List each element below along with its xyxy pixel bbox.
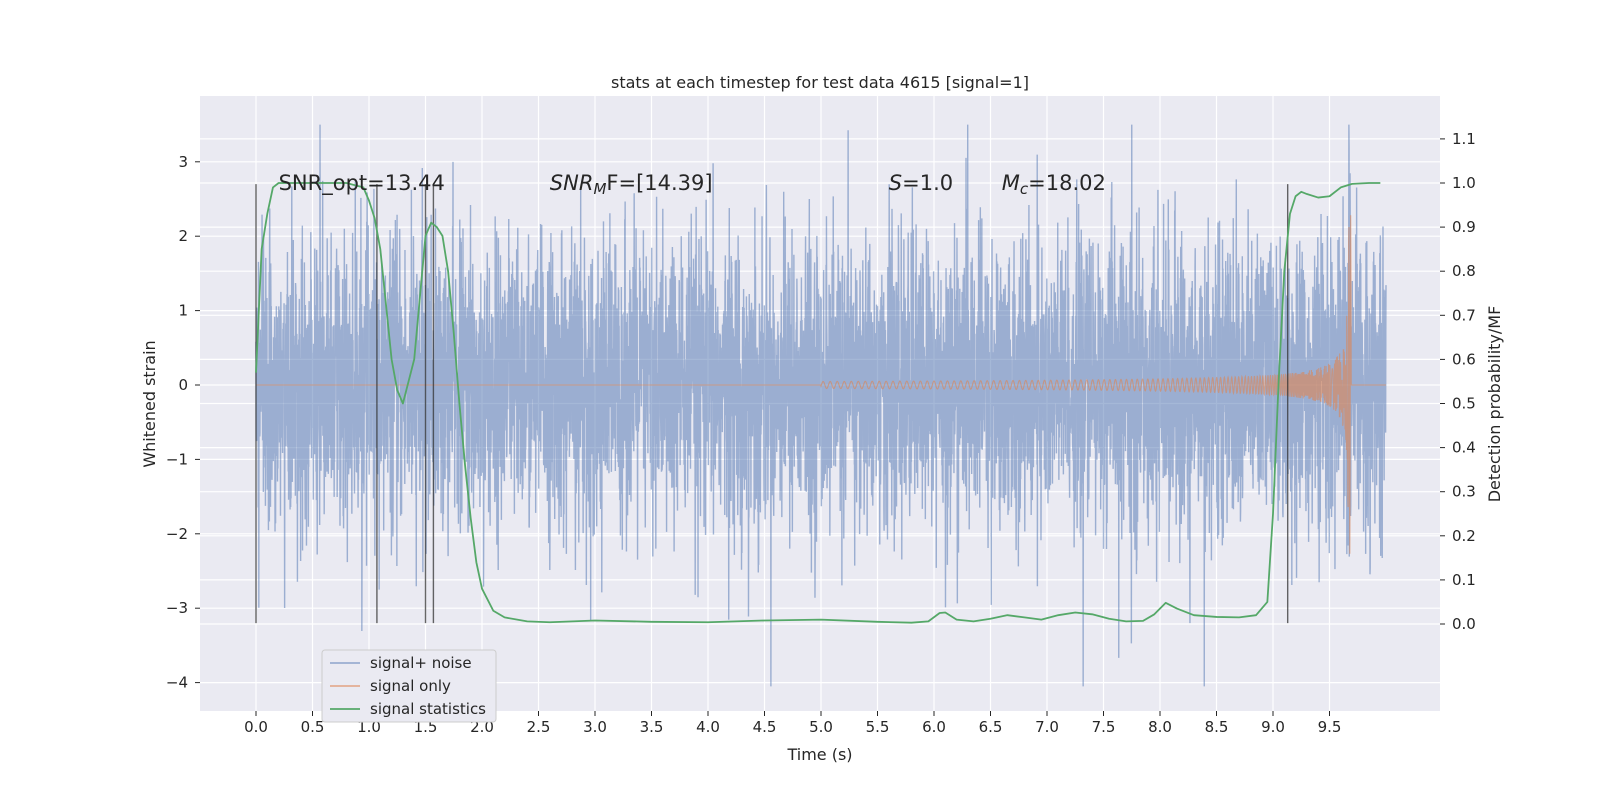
annotation-2: S=1.0 <box>889 171 953 195</box>
y2-tick-label-10: 0.1 <box>1452 571 1476 589</box>
series-signal-statistics <box>255 182 1381 624</box>
legend-label-signal-noise: signal+ noise <box>370 654 472 672</box>
y2-tick-label-7: 0.4 <box>1452 439 1476 457</box>
x-tick-label-6: 3.0 <box>583 718 607 736</box>
y2-tick-label-3: 0.8 <box>1452 262 1476 280</box>
vertical-markers <box>255 184 1289 624</box>
annotation-3: Mc=18.02 <box>1002 171 1106 198</box>
chart-title: stats at each timestep for test data 461… <box>611 73 1029 92</box>
series-signal-only <box>256 215 1386 554</box>
x-tick-labels: 0.0 0.5 1.0 1.5 2.0 2.5 3.0 3.5 4.0 4.5 5.0 5.5 6.0 6… <box>244 711 1341 736</box>
y2-tick-label-11: 0.0 <box>1452 615 1476 633</box>
x-tick-label-8: 4.0 <box>696 718 720 736</box>
y-tick-label-6: −3 <box>166 599 188 617</box>
x-tick-label-13: 6.5 <box>979 718 1003 736</box>
y-tick-label-4: −1 <box>166 450 188 468</box>
legend-label-signal-statistics: signal statistics <box>370 700 486 718</box>
x-tick-label-12: 6.0 <box>922 718 946 736</box>
series-signal-noise <box>255 124 1387 687</box>
x-tick-label-1: 0.5 <box>301 718 325 736</box>
signal-only-line <box>256 215 1386 554</box>
legend: signal+ noise signal only signal statist… <box>321 649 497 723</box>
y-tick-label-7: −4 <box>166 674 188 692</box>
y2-tick-label-2: 0.9 <box>1452 218 1476 236</box>
annotations: SNR_opt=13.44 SNRMF=[14.39] S=1.0 Mc=18.02 <box>279 171 1106 198</box>
legend-box <box>321 649 497 723</box>
y2-tick-labels: 1.1 1.0 0.9 0.8 0.7 0.6 0.5 0.4 0.3 0.2 0.1 0.0 <box>1440 130 1476 633</box>
y-axis-label: Whitened strain <box>140 340 159 467</box>
x-tick-label-7: 3.5 <box>640 718 664 736</box>
annotation-0: SNR_opt=13.44 <box>279 171 445 196</box>
x-tick-label-19: 9.5 <box>1318 718 1342 736</box>
y2-axis-label: Detection probability/MF <box>1485 306 1504 503</box>
y2-tick-label-6: 0.5 <box>1452 395 1476 413</box>
x-tick-label-9: 4.5 <box>753 718 777 736</box>
y-tick-label-1: 2 <box>178 227 188 245</box>
x-tick-label-14: 7.0 <box>1035 718 1059 736</box>
y2-tick-label-5: 0.6 <box>1452 350 1476 368</box>
y-tick-label-2: 1 <box>178 302 188 320</box>
y-tick-label-0: 3 <box>178 153 188 171</box>
y-tick-label-5: −2 <box>166 525 188 543</box>
x-tick-label-5: 2.5 <box>527 718 551 736</box>
annotation-1: SNRMF=[14.39] <box>550 171 713 198</box>
x-tick-label-17: 8.5 <box>1205 718 1229 736</box>
signal-noise-line <box>255 124 1387 687</box>
y2-tick-label-4: 0.7 <box>1452 306 1476 324</box>
y2-tick-label-9: 0.2 <box>1452 527 1476 545</box>
signal-statistics-line <box>255 182 1381 624</box>
y-tick-labels: 3 2 1 0 −1 −2 −3 −4 <box>166 153 200 692</box>
y2-tick-label-0: 1.1 <box>1452 130 1476 148</box>
x-tick-label-0: 0.0 <box>244 718 268 736</box>
y2-tick-label-8: 0.3 <box>1452 483 1476 501</box>
x-tick-label-15: 7.5 <box>1092 718 1116 736</box>
legend-label-signal-only: signal only <box>370 677 451 695</box>
y2-tick-label-1: 1.0 <box>1452 174 1476 192</box>
x-tick-label-11: 5.5 <box>866 718 890 736</box>
x-tick-label-18: 9.0 <box>1261 718 1285 736</box>
y-tick-label-3: 0 <box>178 376 188 394</box>
x-tick-label-16: 8.0 <box>1148 718 1172 736</box>
x-axis-label: Time (s) <box>786 745 852 764</box>
x-tick-label-10: 5.0 <box>809 718 833 736</box>
